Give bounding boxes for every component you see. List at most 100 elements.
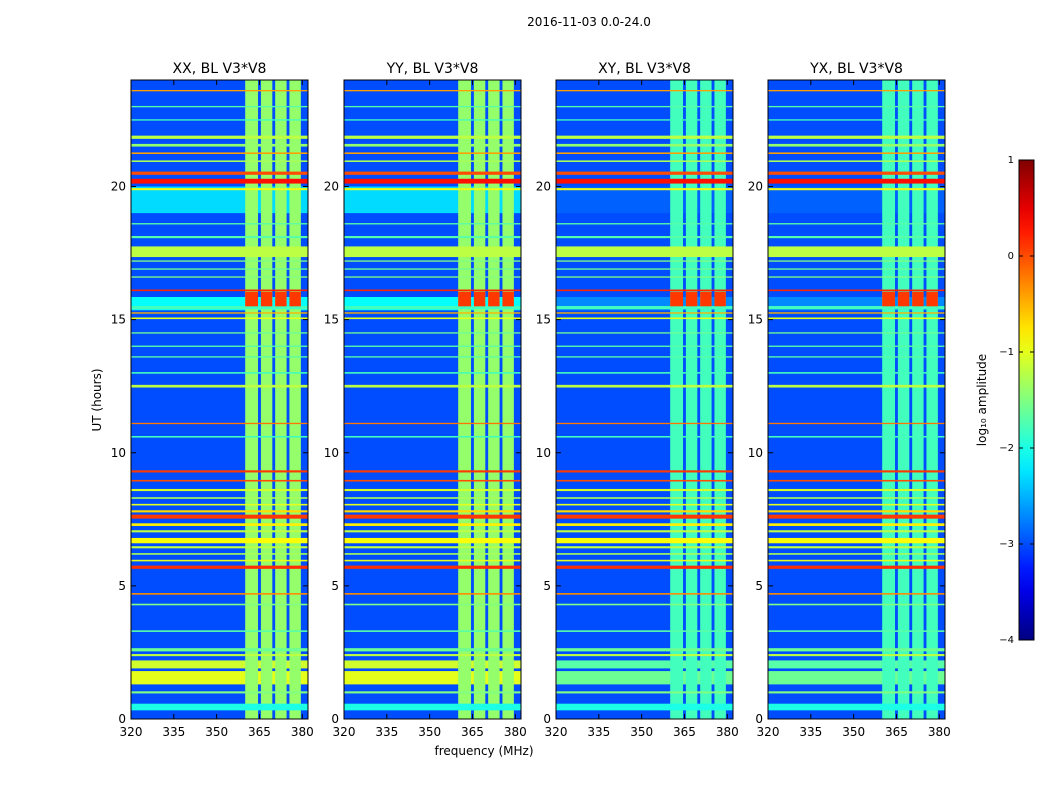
time-feature bbox=[344, 422, 521, 425]
y-tick-label: 10 bbox=[536, 446, 551, 460]
rfi-column bbox=[882, 80, 896, 719]
time-feature bbox=[768, 372, 945, 374]
time-feature bbox=[131, 276, 308, 278]
y-tick-label: 5 bbox=[543, 579, 551, 593]
time-feature bbox=[131, 89, 308, 92]
colorbar-label: log₁₀ amplitude bbox=[975, 354, 989, 446]
time-feature bbox=[344, 332, 521, 334]
time-feature bbox=[344, 660, 521, 669]
time-feature bbox=[768, 435, 945, 438]
time-feature bbox=[768, 523, 945, 526]
y-tick-label: 20 bbox=[324, 180, 339, 194]
time-feature bbox=[556, 660, 733, 669]
time-feature bbox=[344, 260, 521, 262]
time-feature bbox=[131, 160, 308, 163]
time-feature bbox=[556, 178, 733, 184]
y-tick-label: 0 bbox=[543, 712, 551, 726]
colorbar-tick-label: 0 bbox=[1008, 251, 1014, 262]
time-feature bbox=[556, 160, 733, 163]
time-feature bbox=[556, 135, 733, 139]
time-feature bbox=[768, 260, 945, 262]
y-tick-label: 10 bbox=[748, 446, 763, 460]
time-feature bbox=[344, 105, 521, 108]
time-feature bbox=[344, 703, 521, 711]
time-feature bbox=[344, 514, 521, 519]
time-feature bbox=[131, 260, 308, 262]
time-feature bbox=[556, 236, 733, 239]
y-tick-label: 15 bbox=[536, 313, 551, 327]
colorbar-tick-label: −2 bbox=[999, 443, 1014, 454]
time-feature bbox=[768, 514, 945, 519]
time-feature bbox=[344, 593, 521, 595]
rfi-column bbox=[700, 80, 712, 719]
time-feature bbox=[131, 603, 308, 606]
time-feature bbox=[768, 503, 945, 506]
time-feature bbox=[768, 559, 945, 562]
time-feature bbox=[556, 703, 733, 711]
time-feature bbox=[131, 630, 308, 632]
rfi-column bbox=[912, 80, 924, 719]
time-feature bbox=[768, 152, 945, 155]
colorbar-gradient bbox=[1018, 159, 1035, 641]
time-feature bbox=[131, 565, 308, 569]
time-feature bbox=[768, 630, 945, 632]
x-tick-label: 365 bbox=[673, 725, 696, 739]
time-feature bbox=[556, 691, 733, 694]
colorbar-tick-label: −1 bbox=[999, 347, 1014, 358]
time-feature bbox=[768, 135, 945, 139]
time-feature bbox=[768, 178, 945, 184]
x-tick-label: 350 bbox=[418, 725, 441, 739]
x-tick-label: 335 bbox=[162, 725, 185, 739]
rfi-column bbox=[897, 80, 910, 719]
figure-title: 2016-11-03 0.0-24.0 bbox=[527, 15, 651, 29]
time-feature bbox=[768, 89, 945, 92]
time-feature bbox=[556, 503, 733, 506]
time-feature bbox=[344, 317, 521, 320]
time-feature bbox=[131, 660, 308, 669]
time-feature bbox=[344, 654, 521, 657]
y-tick-label: 15 bbox=[748, 313, 763, 327]
x-tick-label: 365 bbox=[248, 725, 271, 739]
time-feature bbox=[131, 171, 308, 175]
colorbar-tick-label: −4 bbox=[999, 635, 1014, 646]
time-feature bbox=[131, 268, 308, 270]
time-feature bbox=[131, 135, 308, 139]
time-feature bbox=[768, 497, 945, 499]
time-feature bbox=[556, 332, 733, 334]
time-feature bbox=[768, 105, 945, 108]
panel-yx: YX, BL V3*V8 320 335 350 365 380 0 5 10 15 20 bbox=[748, 61, 951, 739]
time-feature bbox=[131, 648, 308, 652]
time-feature bbox=[768, 312, 945, 314]
time-feature bbox=[131, 236, 308, 239]
x-tick-label: 335 bbox=[375, 725, 398, 739]
time-feature bbox=[131, 530, 308, 533]
time-feature bbox=[131, 152, 308, 155]
x-tick-label: 350 bbox=[205, 725, 228, 739]
time-feature bbox=[556, 143, 733, 147]
x-tick-label: 320 bbox=[120, 725, 143, 739]
rfi-burst bbox=[926, 291, 938, 307]
time-feature bbox=[768, 276, 945, 278]
time-feature bbox=[131, 105, 308, 108]
time-feature bbox=[556, 530, 733, 533]
y-axis-label: UT (hours) bbox=[90, 368, 104, 431]
time-feature bbox=[131, 188, 308, 191]
time-feature bbox=[768, 660, 945, 669]
time-feature bbox=[556, 223, 733, 225]
x-tick-label: 350 bbox=[842, 725, 865, 739]
time-feature bbox=[556, 546, 733, 549]
time-feature bbox=[768, 332, 945, 334]
time-feature bbox=[768, 289, 945, 292]
heatmap-image bbox=[344, 80, 521, 719]
time-feature bbox=[131, 546, 308, 549]
time-feature bbox=[344, 503, 521, 506]
time-feature bbox=[131, 479, 308, 482]
time-feature bbox=[131, 703, 308, 711]
rfi-column bbox=[289, 80, 301, 719]
heatmap-image bbox=[131, 80, 308, 719]
plot-frame bbox=[130, 79, 309, 720]
time-feature bbox=[768, 510, 945, 513]
rfi-burst bbox=[289, 291, 301, 307]
time-feature bbox=[768, 654, 945, 657]
